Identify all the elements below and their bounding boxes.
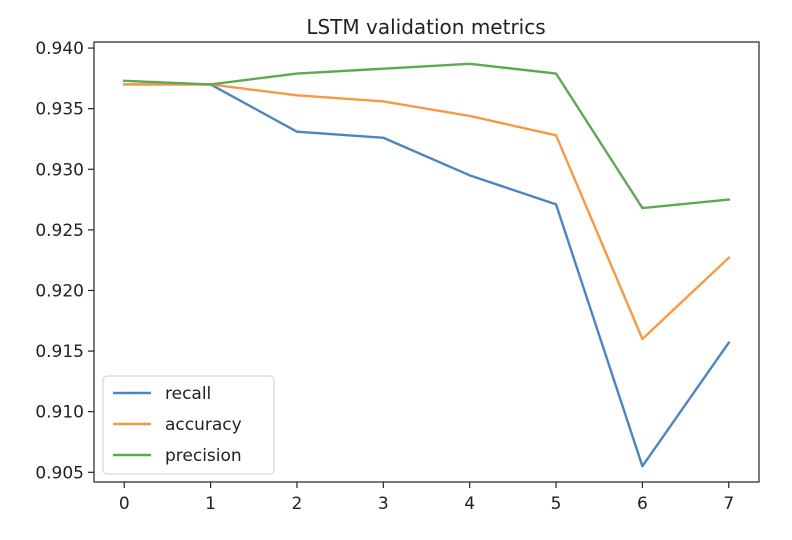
series-line-precision <box>122 62 731 210</box>
y-tick-label: 0.915 <box>35 342 84 362</box>
chart-title: LSTM validation metrics <box>306 15 545 39</box>
y-tick-label: 0.930 <box>35 160 84 180</box>
x-tick-label: 4 <box>464 494 475 514</box>
x-tick-label: 6 <box>637 494 648 514</box>
legend-label-accuracy: accuracy <box>165 415 242 435</box>
series-line-recall <box>123 83 731 468</box>
plot-frame <box>93 41 760 483</box>
x-tick-label: 5 <box>551 494 562 514</box>
x-tick-label: 0 <box>119 494 130 514</box>
x-tick-label: 3 <box>378 494 389 514</box>
y-tick-label: 0.910 <box>35 403 84 423</box>
x-tick-label: 1 <box>205 494 216 514</box>
y-tick-label: 0.905 <box>35 463 84 483</box>
legend-label-recall: recall <box>165 384 211 404</box>
y-tick-label: 0.925 <box>35 221 84 241</box>
series-line-accuracy <box>123 83 731 341</box>
x-tick-label: 7 <box>723 494 734 514</box>
y-tick-label: 0.920 <box>35 281 84 301</box>
legend-box <box>102 375 275 475</box>
legend-label-precision: precision <box>165 446 242 466</box>
y-tick-label: 0.940 <box>35 39 84 59</box>
y-tick-label: 0.935 <box>35 100 84 120</box>
x-tick-label: 2 <box>292 494 303 514</box>
